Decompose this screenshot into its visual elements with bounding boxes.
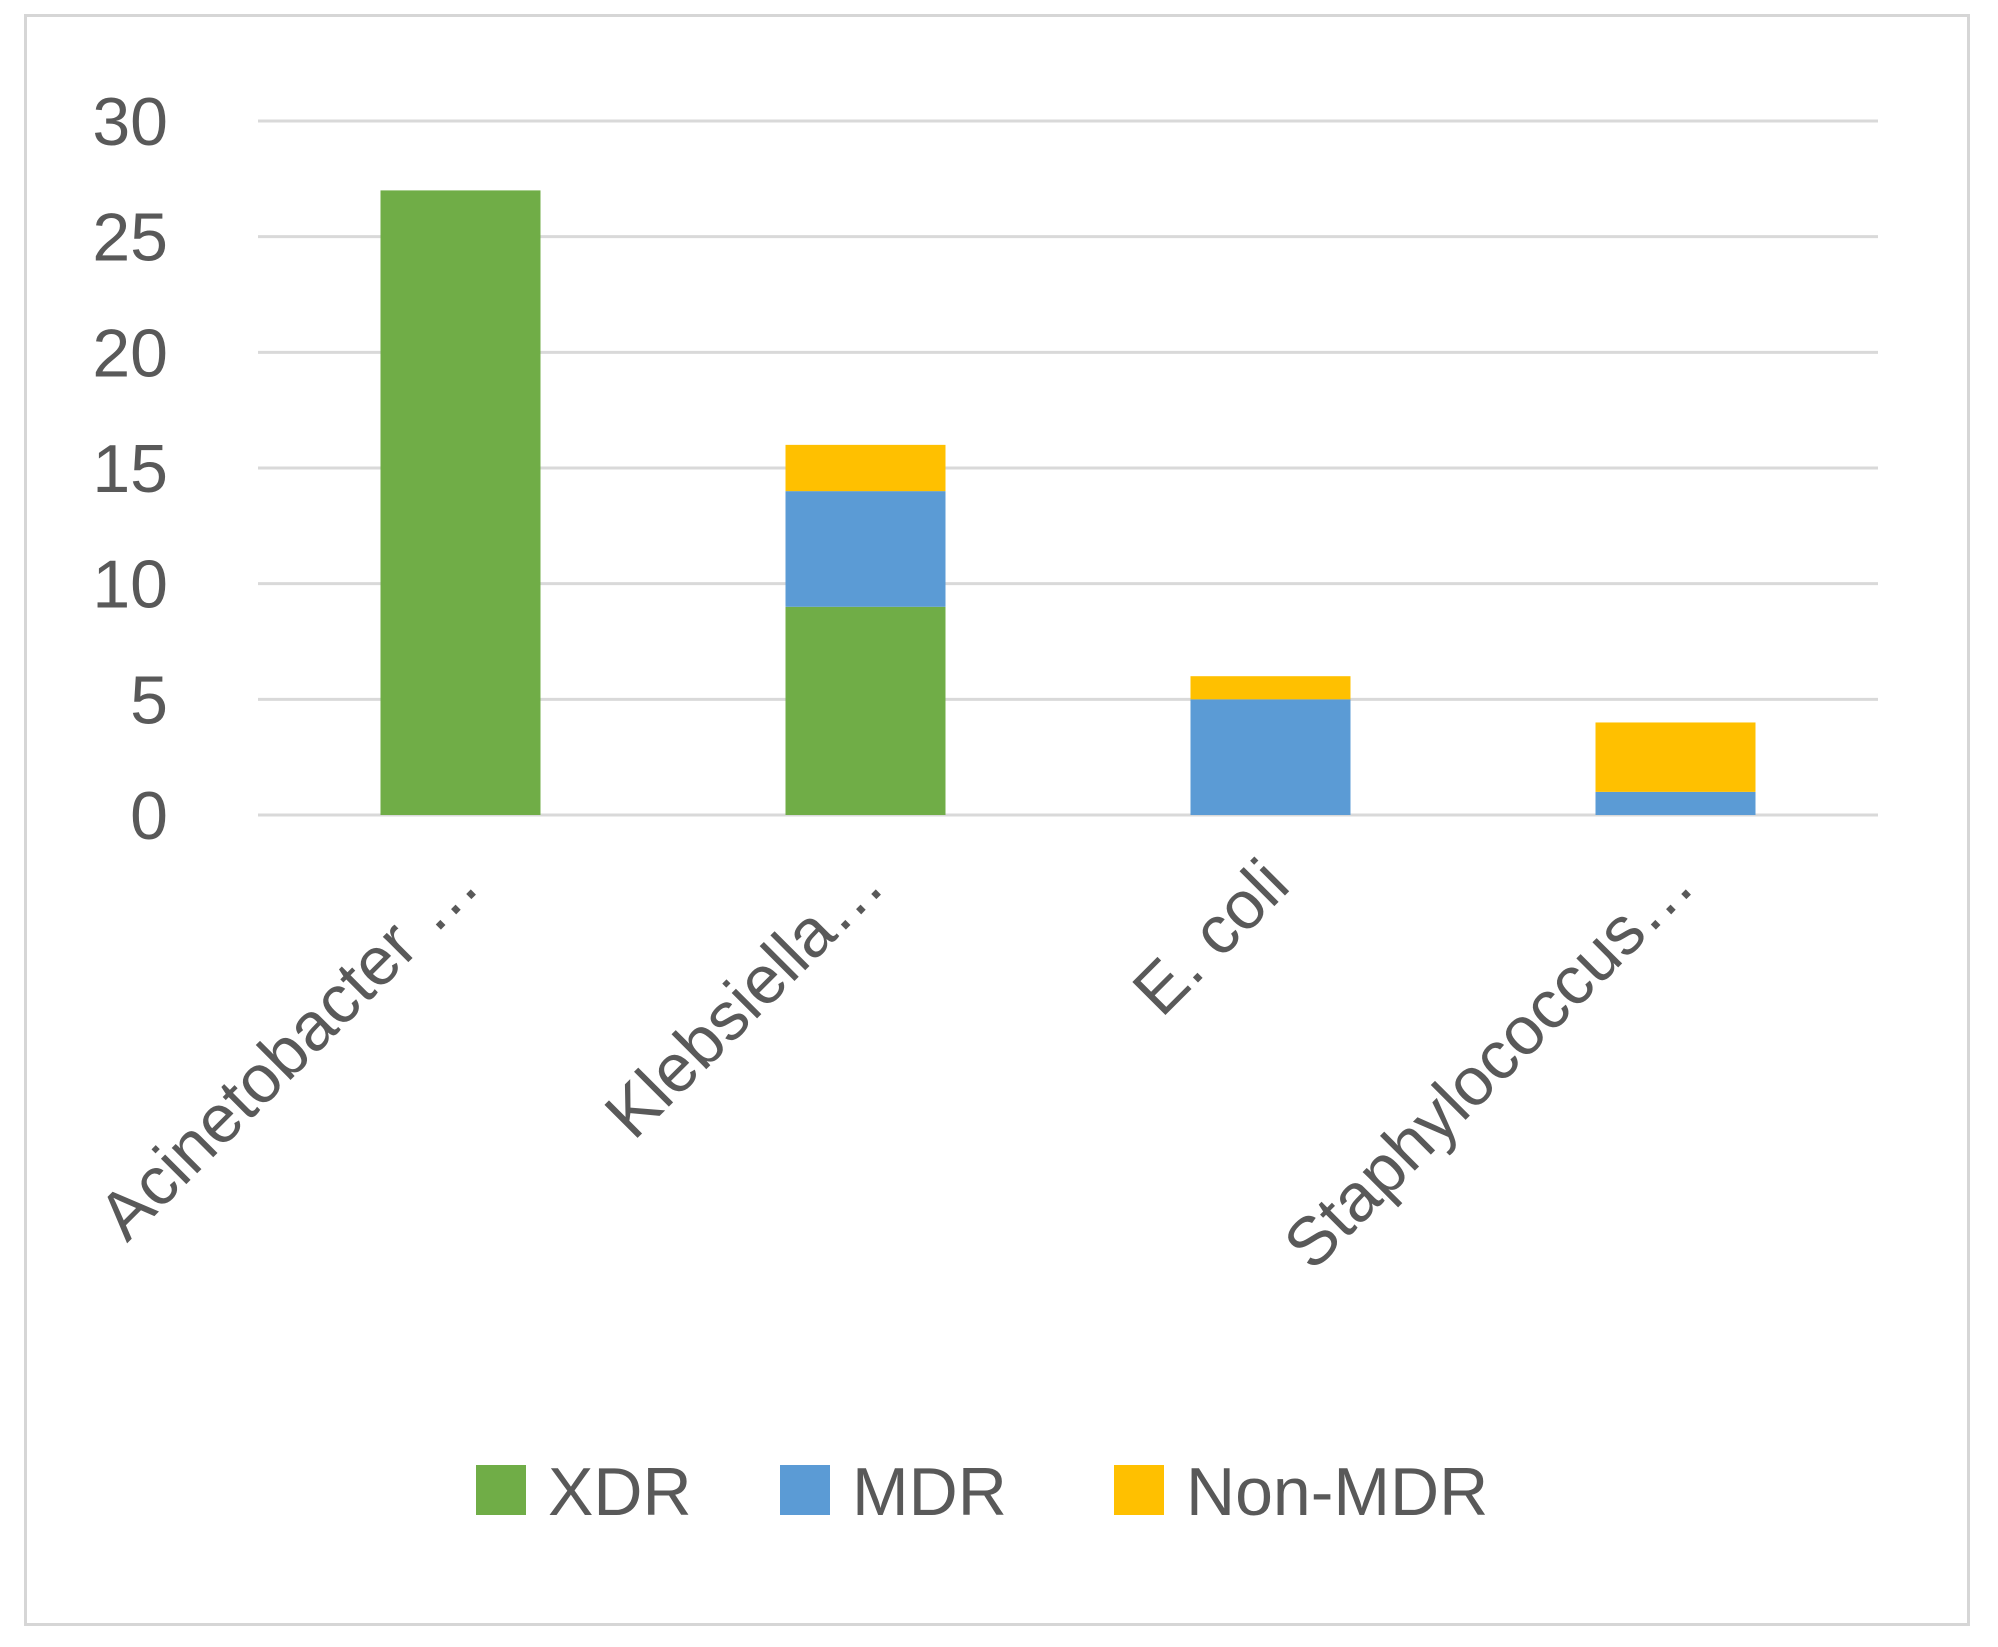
y-tick-label: 25 [92,200,168,276]
x-category-label: Acinetobacter … [84,845,493,1254]
x-category-label: Staphylococcus… [1270,845,1709,1284]
x-axis-category-labels: Acinetobacter … Klebsiella… E. coliStaphyl… [84,845,1708,1284]
y-tick-label: 0 [130,778,168,854]
legend-label: XDR [548,1454,692,1530]
bar-segment-non-mdr [1595,722,1756,792]
chart-frame [24,14,1970,1626]
legend-swatch-non-mdr [1114,1465,1164,1515]
y-tick-label: 20 [92,315,168,391]
bar-segment-mdr [1190,699,1351,815]
x-category-label: E. coli [1118,845,1303,1030]
bars [380,190,1756,815]
bar-segment-non-mdr [785,444,946,492]
bar-segment-xdr [380,190,541,815]
y-tick-label: 5 [130,662,168,738]
legend: XDR MDR Non-MDR [476,1454,1488,1530]
bar-segment-mdr [785,491,946,607]
y-axis-tick-labels: 0 5 10 15 20 25 30 [92,84,168,854]
y-tick-label: 15 [92,431,168,507]
legend-swatch-xdr [476,1465,526,1515]
legend-label: Non-MDR [1186,1454,1488,1530]
y-tick-label: 10 [92,547,168,623]
legend-label: MDR [852,1454,1007,1530]
bar-segment-non-mdr [1190,676,1351,700]
x-category-label: Klebsiella… [590,845,898,1153]
legend-swatch-mdr [780,1465,830,1515]
bar-segment-mdr [1595,791,1756,815]
bar-segment-xdr [785,606,946,815]
y-tick-label: 30 [92,84,168,160]
